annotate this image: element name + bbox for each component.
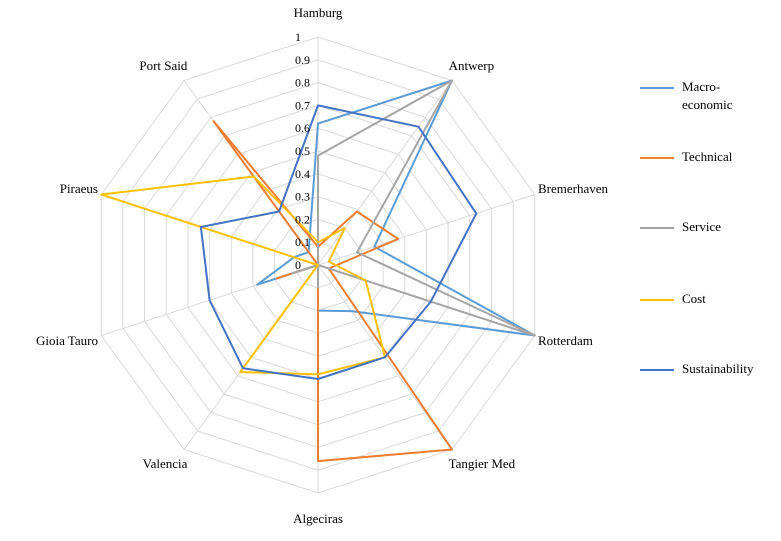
tick-label: 1	[295, 30, 301, 44]
series-line-service	[291, 79, 536, 337]
legend-label: Macro-economic	[682, 79, 733, 112]
tick-label: 0.8	[295, 76, 310, 90]
legend-swatch	[640, 87, 674, 89]
legend-label: Service	[682, 219, 721, 234]
tick-label: 0.7	[295, 98, 310, 112]
legend-item-sustainability: Sustainability	[640, 360, 768, 378]
legend-label: Cost	[682, 291, 706, 306]
legend-item-cost: Cost	[640, 290, 768, 308]
legend-item-service: Service	[640, 218, 768, 236]
category-label-antwerp: Antwerp	[449, 58, 495, 73]
category-label-valencia: Valencia	[143, 456, 188, 471]
series-group	[100, 79, 536, 463]
tick-label: 0.9	[295, 53, 310, 67]
category-label-bremerhaven: Bremerhaven	[538, 181, 609, 196]
category-label-gioia-tauro: Gioia Tauro	[36, 333, 98, 348]
tick-label: 0.2	[295, 212, 310, 226]
tick-label: 0.4	[295, 167, 310, 181]
series-line-sustainability	[199, 104, 478, 380]
category-label-piraeus: Piraeus	[60, 181, 98, 196]
series-line-cost	[100, 175, 386, 376]
series-line-technical	[212, 120, 453, 463]
spoke	[317, 194, 535, 266]
tick-label: 0.1	[295, 235, 310, 249]
category-labels: Hamburg Antwerp Bremerhaven Rotterdam Tangie…	[36, 5, 609, 526]
legend-swatch	[640, 157, 674, 159]
tick-label: 0.6	[295, 121, 310, 135]
spoke	[317, 80, 453, 266]
legend-swatch	[640, 299, 674, 301]
legend-label: Technical	[682, 149, 733, 164]
category-label-hamburg: Hamburg	[294, 5, 343, 20]
legend-swatch	[640, 369, 674, 371]
tick-label: 0.5	[295, 144, 310, 158]
category-label-rotterdam: Rotterdam	[538, 333, 593, 348]
legend-label: Sustainability	[682, 361, 754, 376]
legend-item-technical: Technical	[640, 148, 768, 166]
category-label-tangier-med: Tangier Med	[449, 456, 516, 471]
tick-label: 0.3	[295, 190, 310, 204]
tick-label: 0	[295, 258, 301, 272]
category-label-algeciras: Algeciras	[293, 511, 343, 526]
radial-ticks: 0 0.1 0.2 0.3 0.4 0.5 0.6 0.7 0.8 0.9 1	[295, 30, 310, 272]
legend-swatch	[640, 227, 674, 229]
category-label-port-said: Port Said	[139, 58, 188, 73]
legend-item-macro-economic: Macro-economic	[640, 78, 768, 114]
